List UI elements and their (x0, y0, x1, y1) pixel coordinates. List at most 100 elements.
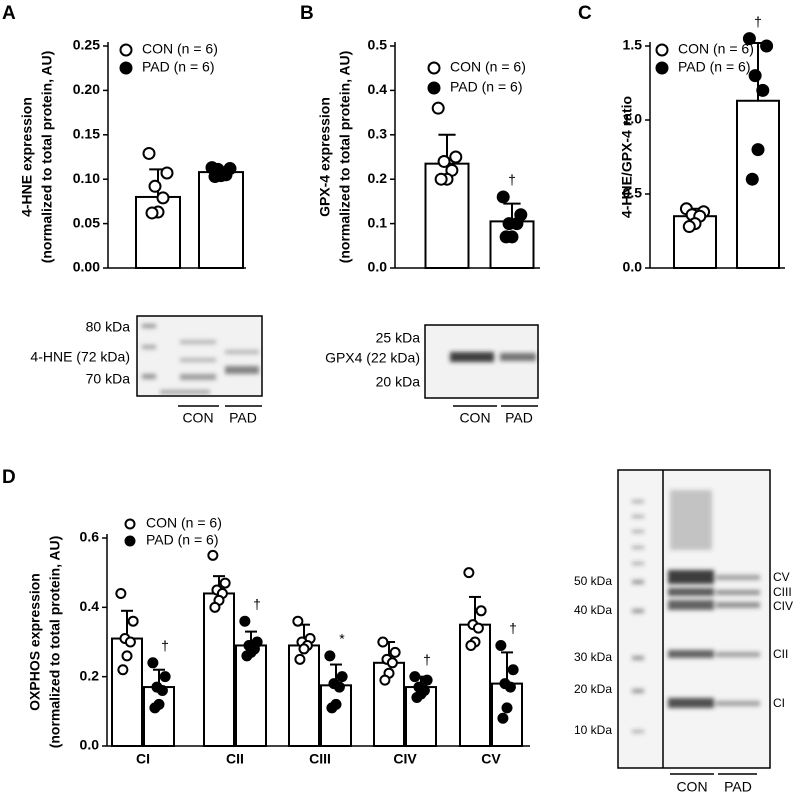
blot-marker: 4-HNE (72 kDa) (30, 349, 130, 365)
y-tick-label: 0.05 (73, 214, 100, 230)
significance-mark: † (253, 596, 261, 612)
data-point (504, 681, 516, 693)
data-point (751, 143, 765, 157)
y-tick-label: 0.25 (73, 37, 100, 53)
bar (235, 644, 267, 748)
chart: 0.0 0.1 0.2 0.3 0.4 0.5 GPX-4 expression (norma… (317, 37, 540, 275)
data-point (465, 639, 477, 651)
data-point (117, 664, 129, 676)
error-bar (501, 651, 513, 684)
legend-marker (119, 43, 133, 57)
legend-label: CON (n = 6) (450, 59, 526, 75)
legend-label: CON (n = 6) (678, 41, 754, 57)
legend-label: PAD (n = 6) (450, 79, 523, 95)
bar (143, 686, 175, 747)
data-point (208, 170, 222, 184)
data-point (147, 657, 159, 669)
blot-band: CV (773, 570, 790, 584)
data-point (437, 154, 451, 168)
data-point (463, 567, 475, 579)
data-point (148, 179, 162, 193)
blot-marker: 40 kDa (574, 603, 612, 617)
legend-marker (427, 81, 441, 95)
legend-label: PAD (n = 6) (146, 532, 219, 548)
legend-marker (119, 61, 133, 75)
blot (424, 324, 539, 407)
data-point (510, 217, 524, 231)
legend-marker (124, 535, 136, 547)
bar (198, 171, 244, 269)
y-tick-label: 0.5 (368, 37, 388, 53)
significance-mark: † (508, 172, 516, 188)
data-point (149, 702, 161, 714)
data-point (336, 671, 348, 683)
y-tick-label: 0.6 (80, 529, 100, 545)
panel-label: A (2, 3, 16, 24)
blot (136, 315, 263, 407)
y-tick-label: 1.5 (623, 37, 643, 53)
blot-lane: CON (459, 410, 490, 426)
legend-label: PAD (n = 6) (678, 59, 751, 75)
data-point (449, 150, 463, 164)
chart: 0.0 0.5 1.0 1.5 4-HNE/GPX-4 ratio CON (n = 6)… (619, 13, 785, 275)
y-axis-label: (normalized to total protein, AU) (337, 51, 353, 264)
y-tick-label: 0.2 (80, 667, 100, 683)
data-point (298, 643, 310, 655)
y-tick-label: 1.0 (623, 111, 643, 127)
y-tick-label: 0.5 (623, 185, 643, 201)
panel-label: D (2, 467, 16, 488)
y-tick-label: 0.15 (73, 126, 100, 142)
bar (736, 99, 780, 270)
y-tick-label: 0.2 (368, 170, 388, 186)
blot-band: CIII (773, 585, 792, 599)
legend-marker (655, 43, 669, 57)
data-point (160, 166, 174, 180)
panel-label: B (300, 3, 314, 24)
data-point (207, 549, 219, 561)
blot-marker: 20 kDa (376, 374, 421, 390)
significance-mark: * (339, 631, 345, 647)
blot-marker: 70 kDa (86, 371, 131, 387)
legend-marker (124, 518, 136, 530)
blot-band: CII (773, 647, 788, 661)
data-point (156, 191, 170, 205)
blot-marker: 30 kDa (574, 650, 612, 664)
x-tick-label: CV (481, 751, 501, 767)
data-point (124, 636, 136, 648)
blot-lane: PAD (724, 779, 752, 795)
data-point (294, 653, 306, 665)
y-axis-label: OXPHOS expression (27, 573, 43, 711)
legend-marker (427, 61, 441, 75)
x-tick-label: CIII (309, 751, 331, 767)
data-point (507, 664, 519, 676)
data-point (760, 39, 774, 53)
data-point (127, 615, 139, 627)
x-tick-label: CI (136, 751, 150, 767)
data-point (386, 657, 398, 669)
x-tick-label: CIV (393, 751, 417, 767)
data-point (495, 639, 507, 651)
blot-band: CI (773, 696, 785, 710)
data-point (292, 615, 304, 627)
data-point (326, 702, 338, 714)
data-point (501, 702, 513, 714)
blot-marker: 50 kDa (574, 574, 612, 588)
data-point (377, 636, 389, 648)
significance-mark: † (754, 13, 762, 29)
blot-lane: PAD (505, 410, 533, 426)
data-point (219, 577, 231, 589)
data-point (748, 69, 762, 83)
legend-marker (655, 61, 669, 75)
y-tick-label: 0.0 (368, 259, 388, 275)
chart: 0.00 0.05 0.10 0.15 0.20 0.25 4-HNE expression… (19, 37, 246, 275)
chart: 0.0 0.2 0.4 0.6 OXPHOS expression (normalized… (27, 515, 530, 767)
blot-marker: 10 kDa (574, 723, 612, 737)
data-point (409, 671, 421, 683)
y-tick-label: 0.0 (80, 737, 100, 753)
y-tick-label: 0.10 (73, 170, 100, 186)
data-point (333, 681, 345, 693)
data-point (324, 650, 336, 662)
data-point (411, 691, 423, 703)
data-point (239, 615, 251, 627)
